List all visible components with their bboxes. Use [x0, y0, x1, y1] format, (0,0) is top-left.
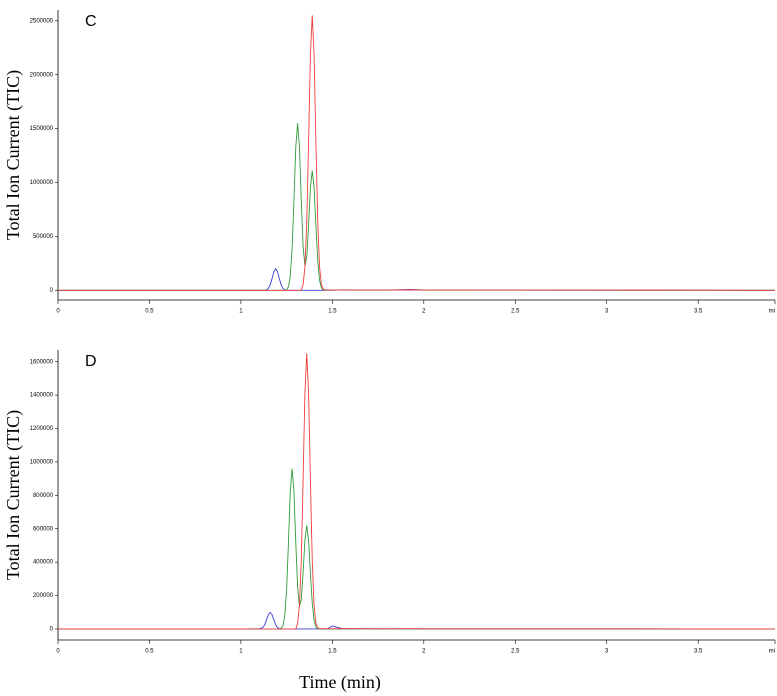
y-tick-label: 1200000: [30, 426, 54, 432]
y-axis-label: Total Ion Current (TIC): [3, 410, 24, 580]
x-tick-label: 3.5: [694, 309, 703, 315]
x-axis-label: Time (min): [299, 672, 381, 693]
x-tick-label: 0.5: [145, 649, 154, 655]
y-tick-label: 800000: [33, 493, 54, 499]
x-tick-label: mi: [769, 649, 775, 655]
series-line: [58, 611, 775, 630]
x-tick-label: 0.5: [145, 309, 154, 315]
x-tick-label: 1: [239, 309, 243, 315]
y-tick-label: 1400000: [30, 393, 54, 399]
y-tick-label: 400000: [33, 560, 54, 566]
series-line: [58, 353, 775, 630]
x-tick-label: 1.5: [328, 309, 337, 315]
panel-label: C: [85, 13, 97, 30]
x-tick-label: 0: [56, 309, 60, 315]
x-tick-label: 2.5: [511, 309, 520, 315]
series-line: [58, 15, 776, 291]
y-tick-label: 1600000: [30, 359, 54, 365]
y-tick-label: 1000000: [30, 180, 54, 186]
y-tick-label: 0: [50, 288, 54, 294]
panel-label: D: [85, 353, 97, 370]
series-line: [58, 267, 776, 291]
x-tick-label: 2.5: [511, 649, 520, 655]
x-tick-label: 2: [422, 649, 426, 655]
y-tick-label: 200000: [33, 593, 54, 599]
y-tick-label: 2000000: [30, 72, 54, 78]
x-tick-label: 0: [56, 649, 60, 655]
series-line: [58, 123, 775, 291]
x-tick-label: mi: [769, 309, 775, 315]
series-line: [58, 468, 775, 630]
y-tick-label: 1500000: [30, 126, 54, 132]
x-tick-label: 1.5: [328, 649, 337, 655]
x-tick-label: 2: [422, 309, 426, 315]
x-tick-label: 3: [605, 649, 609, 655]
y-tick-label: 1000000: [30, 460, 54, 466]
y-tick-label: 500000: [33, 234, 54, 240]
x-tick-label: 3.5: [694, 649, 703, 655]
y-tick-label: 2500000: [30, 18, 54, 24]
y-axis-label: Total Ion Current (TIC): [3, 70, 24, 240]
y-tick-label: 600000: [33, 526, 54, 532]
x-tick-label: 1: [239, 649, 243, 655]
x-tick-label: 3: [605, 309, 609, 315]
y-tick-label: 0: [50, 627, 54, 633]
